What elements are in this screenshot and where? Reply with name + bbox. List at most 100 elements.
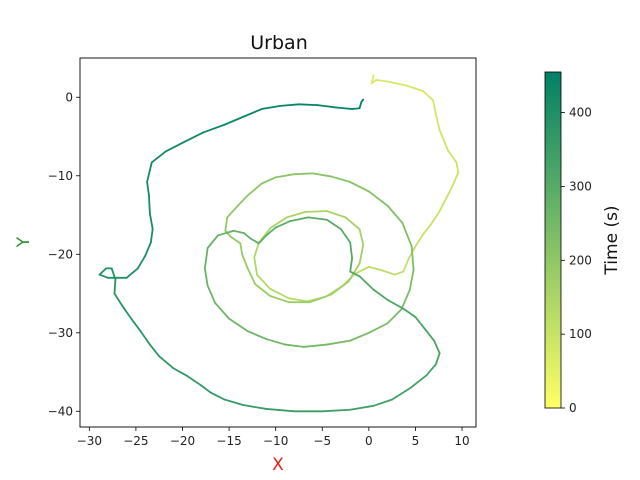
x-axis-label: X xyxy=(272,455,284,475)
x-tick-label: −30 xyxy=(77,434,102,448)
y-tick-label: −10 xyxy=(48,169,73,183)
trajectory-segment xyxy=(246,267,257,286)
trajectory-segment xyxy=(435,113,441,132)
trajectory-segment xyxy=(269,294,290,304)
plot-background xyxy=(80,58,476,427)
trajectory-segment xyxy=(358,101,363,110)
trajectory-segment xyxy=(136,254,147,270)
trajectory-segment xyxy=(269,287,290,300)
trajectory-segment xyxy=(125,267,139,279)
y-tick-label: −20 xyxy=(48,247,73,261)
trajectory-segment xyxy=(321,408,352,413)
trajectory-segment xyxy=(98,267,107,276)
trajectory-segment xyxy=(228,317,249,333)
trajectory-segment xyxy=(372,288,389,301)
trajectory-segment xyxy=(358,243,365,265)
colorbar-tick-label: 200 xyxy=(569,253,592,267)
trajectory-segment xyxy=(214,302,230,320)
trajectory-segment xyxy=(360,98,365,103)
trajectory-segment xyxy=(344,216,361,231)
trajectory-segment xyxy=(330,175,352,183)
trajectory-segment xyxy=(375,79,389,83)
x-axis-ticks: −30 −25 −20 −15 −10 −5 0 5 10 xyxy=(77,427,470,448)
x-tick-label: −15 xyxy=(216,434,241,448)
trajectory-segment xyxy=(367,265,382,271)
trajectory-segment xyxy=(302,343,328,348)
trajectory-segment xyxy=(265,226,277,237)
trajectory-segment xyxy=(285,210,307,219)
trajectory-segment xyxy=(408,269,415,291)
trajectory-segment xyxy=(98,273,109,279)
trajectory-segment xyxy=(203,247,209,270)
trajectory-segment xyxy=(150,150,167,164)
trajectory-segment xyxy=(330,280,350,296)
y-axis-ticks: 0 −10 −20 −30 −40 xyxy=(48,90,80,418)
trajectory-segment xyxy=(293,172,314,176)
trajectory-segment xyxy=(223,115,244,126)
trajectory-segment xyxy=(410,245,415,271)
trajectory-path xyxy=(98,74,460,413)
trajectory-segment xyxy=(260,176,277,185)
trajectory-segment xyxy=(146,161,153,183)
trajectory-segment xyxy=(447,149,458,164)
trajectory-segment xyxy=(367,190,389,207)
trajectory-segment xyxy=(349,181,370,193)
y-axis-label: Y xyxy=(14,236,34,248)
trajectory-segment xyxy=(423,327,435,342)
x-tick-label: 0 xyxy=(365,434,373,448)
trajectory-segment xyxy=(339,228,352,244)
trajectory-segment xyxy=(370,74,375,85)
trajectory-segment xyxy=(241,253,249,270)
trajectory-segment xyxy=(113,292,123,307)
trajectory-segment xyxy=(186,375,203,387)
trajectory-segment xyxy=(429,210,441,227)
trajectory-segment xyxy=(224,229,232,238)
trajectory-segment xyxy=(209,391,226,401)
trajectory-segment xyxy=(206,234,219,249)
x-tick-label: −5 xyxy=(313,434,331,448)
trajectory-segment xyxy=(260,104,282,110)
trajectory-segment xyxy=(253,256,258,276)
trajectory-segment xyxy=(402,257,410,273)
trajectory-segment xyxy=(349,241,353,260)
trajectory-segment xyxy=(113,278,117,295)
trajectory-segment xyxy=(146,181,150,197)
chart-title: Urban xyxy=(250,32,307,54)
trajectory-segment xyxy=(265,338,286,346)
trajectory-segment xyxy=(242,404,268,410)
trajectory-segment xyxy=(349,257,353,273)
trajectory-segment xyxy=(284,343,305,348)
trajectory-segment xyxy=(265,408,296,413)
trajectory-segment xyxy=(121,304,133,320)
colorbar-ticks: 0 100 200 300 400 xyxy=(561,106,592,415)
plot-frame xyxy=(79,57,477,428)
x-tick-label: 5 xyxy=(412,434,420,448)
trajectory-segment xyxy=(257,234,268,245)
trajectory-segment xyxy=(409,374,428,389)
trajectory-segment xyxy=(298,103,319,107)
trajectory-segment xyxy=(158,355,175,370)
trajectory-segment xyxy=(148,194,151,215)
trajectory-segment xyxy=(372,398,394,407)
trajectory-segment xyxy=(217,229,235,237)
trajectory-segment xyxy=(246,182,263,197)
trajectory-segment xyxy=(249,237,260,245)
trajectory-segment xyxy=(224,216,229,232)
trajectory-segment xyxy=(391,386,412,401)
trajectory-segment xyxy=(349,404,375,411)
trajectory-segment xyxy=(414,233,424,248)
trajectory-segment xyxy=(307,216,328,221)
trajectory-segment xyxy=(246,330,268,340)
trajectory-segment xyxy=(435,352,441,366)
trajectory-segment xyxy=(326,210,347,219)
trajectory-segment xyxy=(139,330,151,346)
colorbar: 0 100 200 300 400 Time (s) xyxy=(544,71,622,415)
trajectory-segment xyxy=(206,284,217,304)
trajectory-segment xyxy=(403,308,417,318)
trajectory-segment xyxy=(270,216,288,229)
trajectory-segment xyxy=(274,220,291,229)
trajectory-segment xyxy=(432,99,437,116)
trajectory-segment xyxy=(312,172,333,178)
trajectory-segment xyxy=(401,221,413,248)
